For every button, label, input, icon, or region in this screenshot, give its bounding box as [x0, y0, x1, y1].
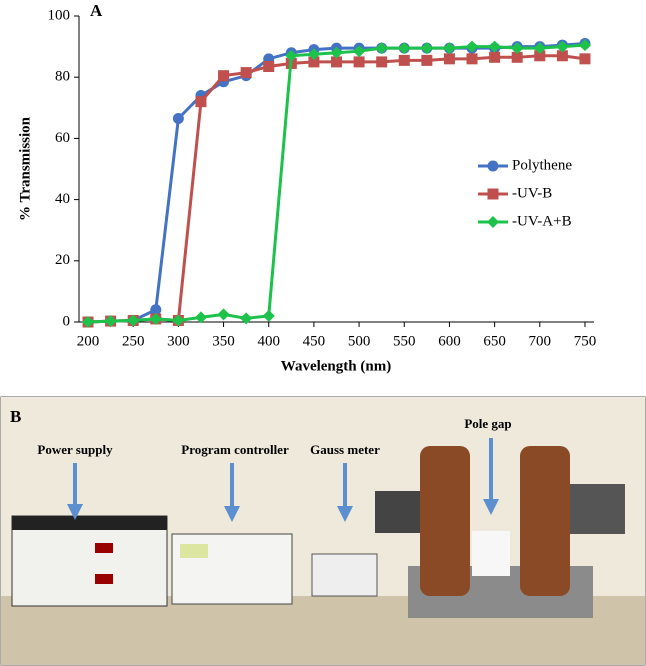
power-supply-box — [11, 515, 168, 607]
data-point — [285, 49, 298, 62]
y-tick-label: 100 — [48, 7, 71, 23]
photo-label: Power supply — [37, 442, 113, 457]
display — [180, 544, 208, 558]
data-point — [172, 314, 185, 327]
y-axis-title: % Transmission — [17, 116, 33, 221]
series-line — [87, 54, 586, 324]
photo-label: Program controller — [181, 442, 289, 457]
x-tick-label: 550 — [393, 333, 416, 349]
photo-label: Pole gap — [464, 416, 511, 431]
data-point — [330, 46, 343, 59]
data-point — [398, 54, 410, 66]
data-point — [127, 314, 140, 327]
y-tick-label: 40 — [55, 191, 70, 207]
magnet-coil — [420, 446, 470, 596]
photo-panel: B Power supply Program controller Gauss … — [0, 396, 646, 666]
data-point — [331, 56, 342, 68]
data-point — [578, 39, 591, 52]
data-point — [534, 50, 546, 62]
data-point — [375, 42, 388, 55]
pole — [375, 491, 420, 533]
data-point — [149, 312, 162, 325]
legend-marker — [487, 216, 499, 228]
x-tick-label: 400 — [257, 333, 280, 349]
legend-label: Polythene — [512, 157, 572, 173]
data-point — [443, 42, 456, 55]
data-point — [421, 54, 433, 66]
data-point — [443, 53, 455, 65]
panel-label: B — [10, 407, 21, 426]
x-tick-label: 650 — [483, 333, 506, 349]
data-point — [420, 42, 433, 55]
data-point — [104, 315, 117, 328]
data-point — [398, 42, 411, 55]
arrows — [67, 438, 499, 522]
x-tick-label: 450 — [303, 333, 326, 349]
x-tick-label: 250 — [122, 333, 145, 349]
y-tick-label: 80 — [55, 69, 70, 85]
pole — [570, 484, 625, 534]
sample-holder — [472, 531, 510, 576]
data-point — [533, 42, 546, 55]
x-tick-label: 500 — [348, 333, 371, 349]
legend-marker — [487, 188, 499, 200]
data-point — [195, 96, 207, 108]
data-point — [307, 48, 320, 61]
data-point — [511, 42, 524, 55]
data-point — [263, 60, 275, 72]
legend-label: -UV-A+B — [512, 213, 572, 229]
data-point — [489, 51, 501, 63]
data-point — [172, 113, 184, 125]
data-point — [556, 40, 569, 53]
magnet-coil — [520, 446, 570, 596]
data-point — [217, 308, 230, 321]
x-axis-title: Wavelength (nm) — [281, 358, 391, 374]
data-point — [194, 311, 207, 324]
data-point — [353, 56, 365, 68]
data-point — [556, 50, 568, 62]
y-tick-label: 0 — [63, 313, 71, 329]
legend-label: -UV-B — [512, 185, 552, 201]
data-point — [240, 312, 253, 325]
display — [95, 543, 113, 553]
data-point — [262, 309, 275, 322]
data-point — [353, 45, 366, 58]
data-point — [511, 51, 523, 63]
x-tick-label: 600 — [438, 333, 461, 349]
data-point — [218, 70, 230, 82]
photo-label: Gauss meter — [310, 442, 380, 457]
series-line — [87, 43, 586, 324]
data-point — [240, 67, 252, 79]
data-point — [82, 316, 95, 328]
x-tick-label: 350 — [212, 333, 235, 349]
panel-label: A — [90, 1, 103, 20]
series-line — [87, 42, 586, 324]
data-point — [466, 53, 478, 65]
x-tick-label: 750 — [574, 333, 597, 349]
data-point — [308, 56, 320, 68]
x-tick-label: 200 — [77, 333, 100, 349]
chart: A Wavelength (nm) % Transmission 0 20 40 60… — [17, 1, 597, 375]
power-supply-top — [12, 516, 167, 530]
data-point — [466, 40, 479, 53]
data-point — [579, 53, 591, 65]
gauss-meter-box — [311, 553, 378, 597]
x-tick-label: 300 — [167, 333, 190, 349]
data-point — [488, 40, 501, 53]
y-tick-label: 20 — [55, 252, 70, 268]
y-tick-label: 60 — [55, 130, 70, 146]
data-point — [376, 56, 388, 68]
x-tick-label: 700 — [529, 333, 552, 349]
display — [95, 574, 113, 584]
data-point — [150, 304, 162, 316]
legend-marker — [487, 160, 499, 172]
